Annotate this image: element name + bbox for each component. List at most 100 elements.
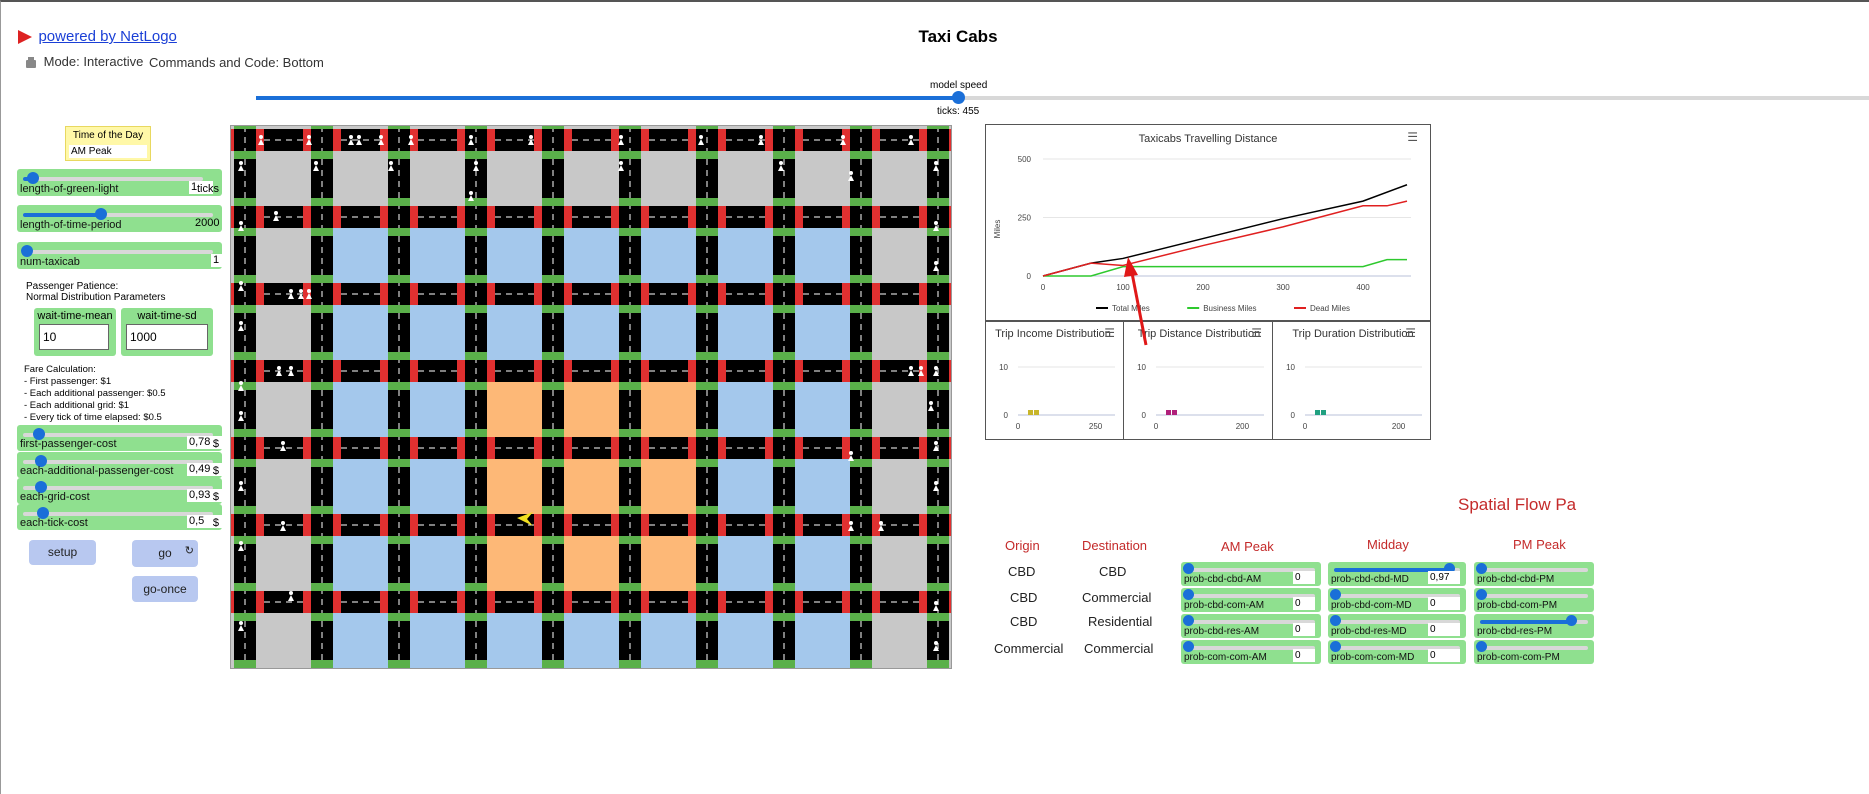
setup-button[interactable]: setup [29, 540, 96, 565]
city-grid-canvas[interactable] [231, 126, 952, 669]
passenger-icon [238, 225, 244, 231]
hamburger-icon[interactable]: ☰ [1405, 326, 1416, 340]
slider-length-of-time-period[interactable]: length-of-time-period 2000 [17, 205, 222, 232]
slider-knob[interactable] [1330, 615, 1341, 626]
slider-value[interactable]: 0,93 [187, 489, 227, 502]
slider-value[interactable]: 0,78 [187, 436, 227, 449]
traffic-light [410, 591, 418, 613]
slider-value[interactable]: 0 [1293, 597, 1315, 610]
slider-knob[interactable] [1476, 641, 1487, 652]
slider-knob[interactable] [37, 507, 49, 519]
slider-value[interactable]: 0 [1428, 623, 1460, 636]
slider-knob[interactable] [1476, 563, 1487, 574]
slider-knob[interactable] [35, 481, 47, 493]
legend-entry[interactable]: Dead Miles [1310, 304, 1350, 313]
slider-prob-cbd-com-AM[interactable]: prob-cbd-com-AM 0 [1181, 588, 1321, 612]
slider-prob-com-com-PM[interactable]: prob-com-com-PM [1474, 640, 1594, 664]
slider-each-additional-passenger-cost[interactable]: each-additional-passenger-cost 0,49 $ [17, 452, 227, 478]
slider-knob[interactable] [1566, 615, 1577, 626]
slider-value[interactable]: 0,97 [1428, 571, 1460, 584]
slider-knob[interactable] [1330, 641, 1341, 652]
origin-cell: CBD [1010, 590, 1038, 605]
city-block [718, 151, 773, 206]
input-field[interactable]: 1000 [126, 324, 208, 350]
wait-time-sd-input[interactable]: wait-time-sd 1000 [121, 308, 213, 356]
slider-knob[interactable] [1183, 563, 1194, 574]
mode-toggle[interactable]: Mode: Interactive [26, 54, 143, 69]
slider-value[interactable]: 0,5 [187, 515, 227, 528]
traffic-light [487, 283, 495, 305]
slider-knob[interactable] [1444, 563, 1456, 574]
slider-value[interactable]: 0 [1428, 649, 1460, 662]
slider-prob-cbd-res-AM[interactable]: prob-cbd-res-AM 0 [1181, 614, 1321, 638]
slider-value[interactable]: 2000 [195, 217, 220, 229]
slider-each-tick-cost[interactable]: each-tick-cost 0,5 $ [17, 504, 227, 530]
slider-knob[interactable] [27, 172, 39, 184]
slider-value[interactable]: 1 [211, 254, 233, 267]
model-speed-knob[interactable] [952, 91, 965, 104]
hamburger-icon[interactable]: ☰ [1407, 130, 1418, 144]
slider-first-passenger-cost[interactable]: first-passenger-cost 0,78 $ [17, 425, 227, 451]
netlogo-logo-link[interactable]: powered by NetLogo [18, 28, 177, 46]
traffic-light [949, 283, 951, 305]
hamburger-icon[interactable]: ☰ [1104, 326, 1115, 340]
city-block [256, 613, 311, 668]
traffic-light [927, 151, 949, 159]
x-tick-label: 0 [1016, 422, 1021, 431]
passenger-icon [929, 401, 933, 405]
traffic-light [842, 206, 850, 228]
slider-label: prob-cbd-cbd-MD [1331, 574, 1409, 585]
slider-knob[interactable] [21, 245, 33, 257]
slider-knob[interactable] [1183, 589, 1194, 600]
slider-prob-cbd-com-MD[interactable]: prob-cbd-com-MD 0 [1328, 588, 1466, 612]
passenger-icon [280, 445, 286, 451]
world-view[interactable] [230, 125, 952, 669]
slider-value[interactable]: 0 [1428, 597, 1460, 610]
taxi-icon [517, 512, 533, 526]
traffic-light [619, 536, 641, 544]
slider-knob[interactable] [1330, 589, 1341, 600]
slider-value[interactable]: 0 [1293, 623, 1315, 636]
traffic-light [303, 283, 311, 305]
slider-each-grid-cost[interactable]: each-grid-cost 0,93 $ [17, 478, 227, 504]
am-peak-header: AM Peak [1221, 539, 1274, 554]
slider-prob-cbd-cbd-AM[interactable]: prob-cbd-cbd-AM 0 [1181, 562, 1321, 586]
slider-knob[interactable] [1183, 615, 1194, 626]
go-button[interactable]: go ↻ [132, 540, 198, 567]
traffic-light [872, 283, 880, 305]
slider-knob[interactable] [1183, 641, 1194, 652]
slider-value[interactable]: 0,49 [187, 463, 227, 476]
traffic-light [234, 382, 256, 390]
slider-value[interactable]: 1 [189, 181, 213, 194]
legend-entry[interactable]: Total Miles [1112, 304, 1150, 313]
slider-knob[interactable] [33, 428, 45, 440]
slider-knob[interactable] [1476, 589, 1487, 600]
hamburger-icon[interactable]: ☰ [1251, 326, 1262, 340]
input-field[interactable]: 10 [39, 324, 109, 350]
slider-num-taxicab[interactable]: num-taxicab 1 [17, 242, 233, 269]
wait-time-mean-input[interactable]: wait-time-mean 10 [34, 308, 116, 356]
legend-entry[interactable]: Business Miles [1203, 304, 1256, 313]
slider-value[interactable]: 0 [1293, 649, 1315, 662]
commands-and-code-toggle[interactable]: Commands and Code: Bottom [149, 55, 324, 70]
slider-length-of-green-light[interactable]: length-of-green-light 1 ticks [17, 169, 222, 196]
slider-prob-com-com-MD[interactable]: prob-com-com-MD 0 [1328, 640, 1466, 664]
slider-prob-cbd-cbd-MD[interactable]: prob-cbd-cbd-MD 0,97 [1328, 562, 1466, 586]
traffic-light [718, 283, 726, 305]
slider-value[interactable]: 0 [1293, 571, 1315, 584]
model-speed-slider[interactable] [256, 91, 1869, 104]
city-block [410, 459, 465, 514]
city-block [564, 382, 619, 437]
slider-prob-cbd-com-PM[interactable]: prob-cbd-com-PM [1474, 588, 1594, 612]
traffic-light [850, 506, 872, 514]
slider-prob-com-com-AM[interactable]: prob-com-com-AM 0 [1181, 640, 1321, 664]
passenger-icon [356, 139, 362, 145]
slider-knob[interactable] [95, 208, 107, 220]
traffic-light [619, 429, 641, 437]
slider-prob-cbd-cbd-PM[interactable]: prob-cbd-cbd-PM [1474, 562, 1594, 586]
powered-by-link[interactable]: powered by NetLogo [38, 28, 177, 45]
slider-prob-cbd-res-PM[interactable]: prob-cbd-res-PM [1474, 614, 1594, 638]
slider-knob[interactable] [35, 455, 47, 467]
go-once-button[interactable]: go-once [132, 576, 198, 602]
slider-prob-cbd-res-MD[interactable]: prob-cbd-res-MD 0 [1328, 614, 1466, 638]
